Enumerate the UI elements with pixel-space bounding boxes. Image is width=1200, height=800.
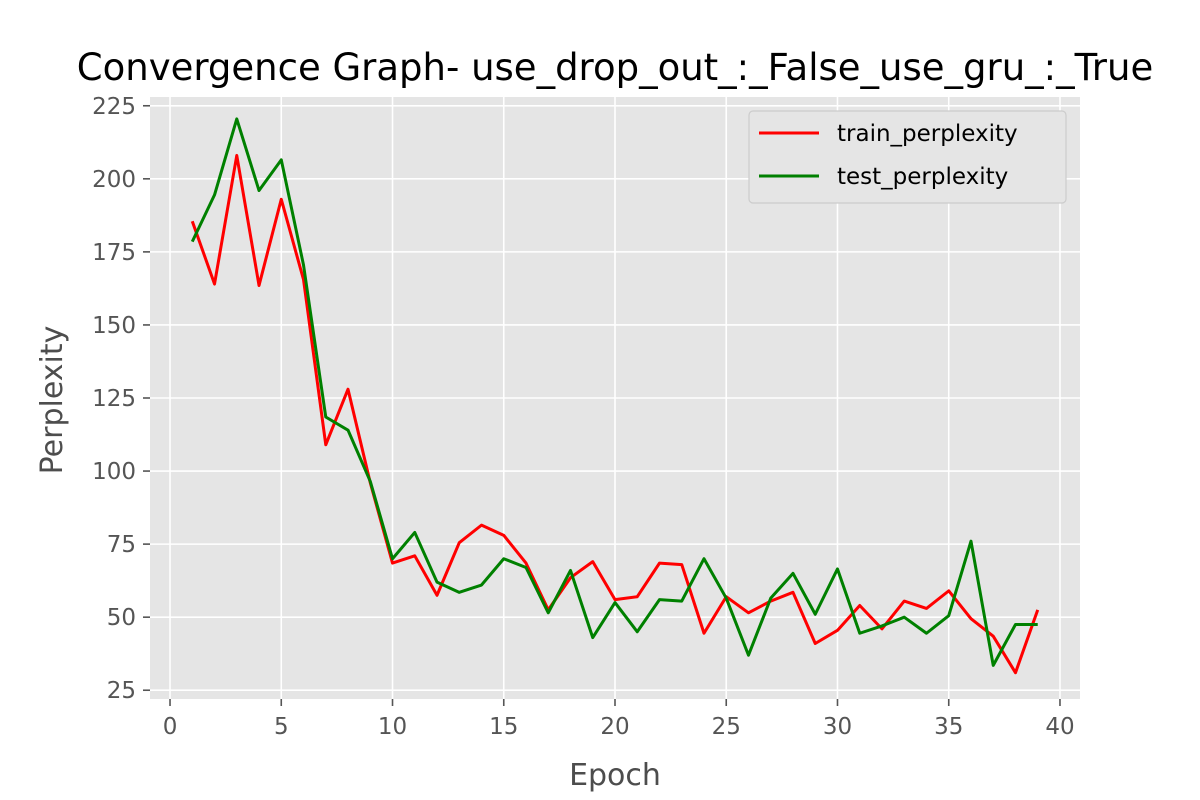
legend-test-label: test_perplexity	[837, 164, 1008, 190]
series-line-test_perplexity	[190, 117, 1038, 667]
legend-box	[748, 110, 1067, 204]
legend: train_perplexity test_perplexity	[748, 110, 1067, 204]
series-lines	[190, 117, 1040, 675]
x-tick-label: 10	[378, 714, 407, 740]
y-axis-label: Perplexity	[35, 326, 70, 475]
x-tick-label: 5	[274, 714, 289, 740]
x-tick-label: 30	[823, 714, 852, 740]
x-axis-ticks: 0 5 10 15 20 25 30 35 40	[163, 699, 1075, 740]
y-tick-label: 50	[107, 605, 136, 631]
y-tick-label: 225	[92, 94, 136, 120]
x-tick-label: 40	[1045, 714, 1074, 740]
x-tick-label: 15	[489, 714, 518, 740]
y-tick-label: 175	[92, 240, 136, 266]
x-tick-label: 0	[163, 714, 178, 740]
y-tick-label: 125	[92, 386, 136, 412]
legend-train-label: train_perplexity	[837, 121, 1018, 147]
x-axis-label: Epoch	[569, 758, 661, 793]
x-tick-label: 20	[600, 714, 629, 740]
y-tick-label: 150	[92, 313, 136, 339]
y-tick-label: 25	[107, 678, 136, 704]
y-axis-ticks: 25 50 75 100 125 150 175 200 225	[92, 94, 150, 704]
x-tick-label: 35	[934, 714, 963, 740]
series-line-train_perplexity	[190, 153, 1040, 675]
y-tick-label: 75	[107, 532, 136, 558]
y-tick-label: 100	[92, 459, 136, 485]
x-tick-label: 25	[712, 714, 741, 740]
chart-title: Convergence Graph- use_drop_out_:_False_…	[77, 46, 1153, 89]
y-tick-label: 200	[92, 167, 136, 193]
